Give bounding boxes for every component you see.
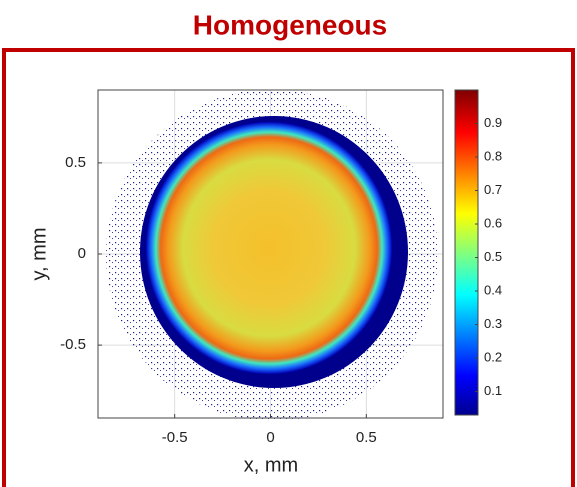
colorbar-tick-label: 0.1 [484,383,502,398]
colorbar-tick-label: 0.9 [484,115,502,130]
x-tick-label: 0.5 [356,429,377,446]
colorbar-tick-label: 0.7 [484,182,502,197]
colorbar-tick-label: 0.6 [484,215,502,230]
x-tick-label: 0 [266,429,274,446]
y-axis-label: y, mm [28,228,50,281]
x-axis-label: x, mm [244,454,298,476]
heatmap-image [106,89,438,421]
colorbar-tick-label: 0.8 [484,148,502,163]
colorbar [454,89,479,416]
colorbar-tick-label: 0.3 [484,316,502,331]
colorbar-tick-label: 0.2 [484,349,502,364]
x-tick-label: -0.5 [162,429,188,446]
colorbar-tick-label: 0.4 [484,282,502,297]
y-tick-label: 0 [78,245,86,262]
y-tick-label: -0.5 [60,336,86,353]
chart-title: Homogeneous [193,9,387,40]
y-tick-label: 0.5 [65,154,86,171]
frame [2,48,575,487]
colorbar-tick-label: 0.5 [484,249,502,264]
